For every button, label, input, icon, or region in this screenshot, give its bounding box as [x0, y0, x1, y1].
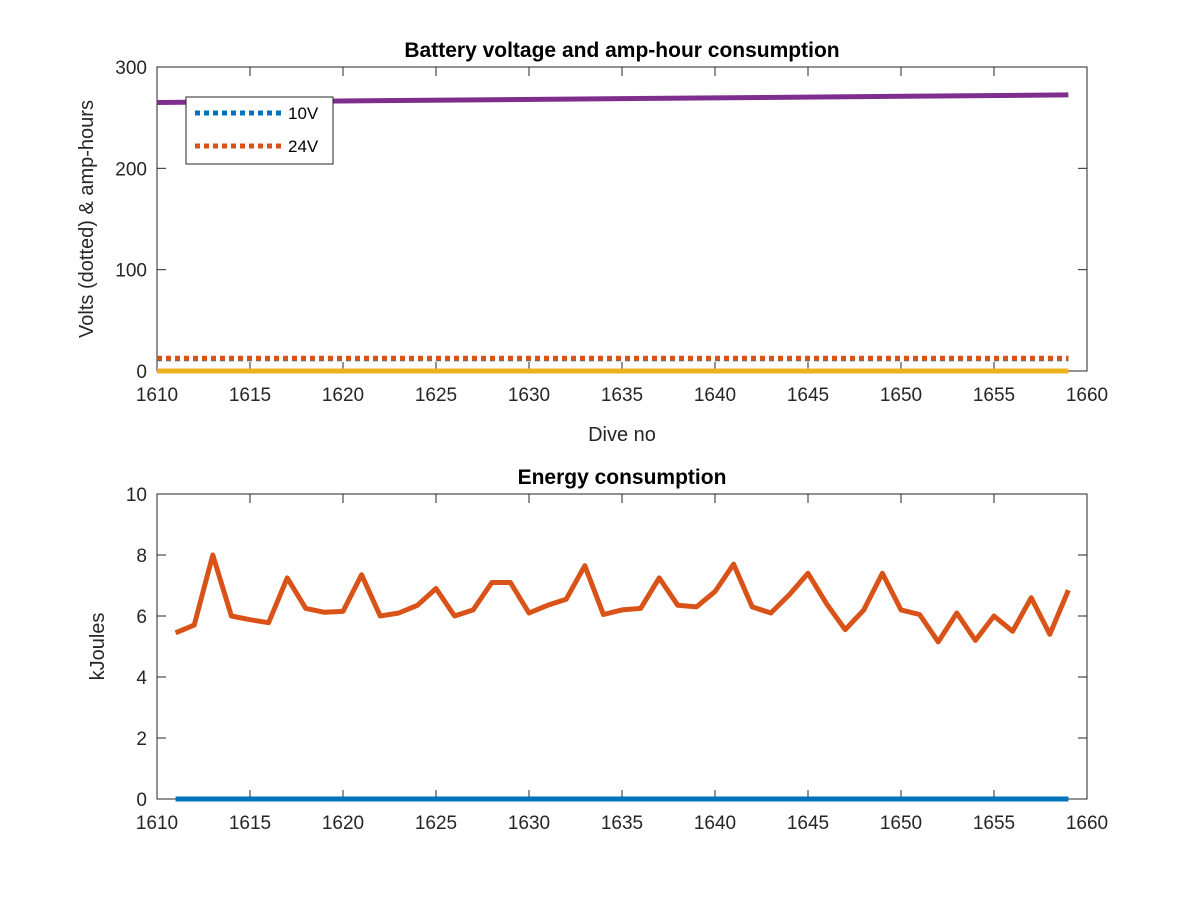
x-tick-label: 1660 — [1066, 813, 1108, 834]
x-tick-label: 1610 — [136, 813, 178, 834]
legend-label-10v: 10V — [288, 104, 319, 123]
y-tick-label: 8 — [136, 546, 147, 567]
x-tick-label: 1650 — [880, 813, 922, 834]
x-tick-label: 1645 — [787, 813, 829, 834]
x-tick-label: 1620 — [322, 813, 364, 834]
x-tick-label: 1635 — [601, 813, 643, 834]
x-tick-label: 1660 — [1066, 385, 1108, 406]
y-tick-label: 10 — [126, 485, 147, 506]
x-tick-label: 1610 — [136, 385, 178, 406]
x-tick-label: 1630 — [508, 385, 550, 406]
y-tick-label: 300 — [115, 58, 147, 79]
x-axis-label: Dive no — [588, 424, 656, 446]
y-axis-label: kJoules — [87, 613, 109, 681]
y-tick-label: 4 — [136, 668, 147, 689]
x-tick-label: 1650 — [880, 385, 922, 406]
x-tick-label: 1640 — [694, 813, 736, 834]
x-tick-label: 1615 — [229, 385, 271, 406]
x-tick-label: 1640 — [694, 385, 736, 406]
y-tick-label: 2 — [136, 729, 147, 750]
y-tick-label: 0 — [136, 790, 147, 811]
y-axis-label: Volts (dotted) & amp-hours — [76, 100, 98, 338]
legend-box — [185, 96, 334, 165]
x-tick-label: 1615 — [229, 813, 271, 834]
x-tick-label: 1655 — [973, 385, 1015, 406]
series-line-0 — [174, 552, 1071, 645]
y-tick-label: 6 — [136, 607, 147, 628]
y-tick-label: 0 — [136, 362, 147, 383]
axis-ticks: 1610 1615 1620 1625 1630 1635 1640 1645 1650 1655… — [115, 58, 1108, 406]
x-tick-label: 1635 — [601, 385, 643, 406]
y-tick-label: 100 — [115, 261, 147, 282]
voltage-chart-panel: Battery voltage and amp-hour consumption… — [76, 39, 1108, 446]
energy-chart-panel: Energy consumption kJoules 1610 1615 1620 1… — [87, 466, 1108, 834]
x-tick-label: 1620 — [322, 385, 364, 406]
legend-label-24v: 24V — [288, 137, 319, 156]
chart-title: Battery voltage and amp-hour consumption — [404, 39, 839, 62]
axis-ticks: 1610 1615 1620 1625 1630 1635 1640 1645 1650 1655… — [126, 485, 1108, 834]
x-tick-label: 1630 — [508, 813, 550, 834]
x-tick-label: 1625 — [415, 813, 457, 834]
x-tick-label: 1625 — [415, 385, 457, 406]
legend: 10V 24V — [185, 96, 334, 165]
series-group — [174, 552, 1071, 802]
y-tick-label: 200 — [115, 159, 147, 180]
chart-title: Energy consumption — [518, 466, 727, 489]
x-tick-label: 1645 — [787, 385, 829, 406]
x-tick-label: 1655 — [973, 813, 1015, 834]
